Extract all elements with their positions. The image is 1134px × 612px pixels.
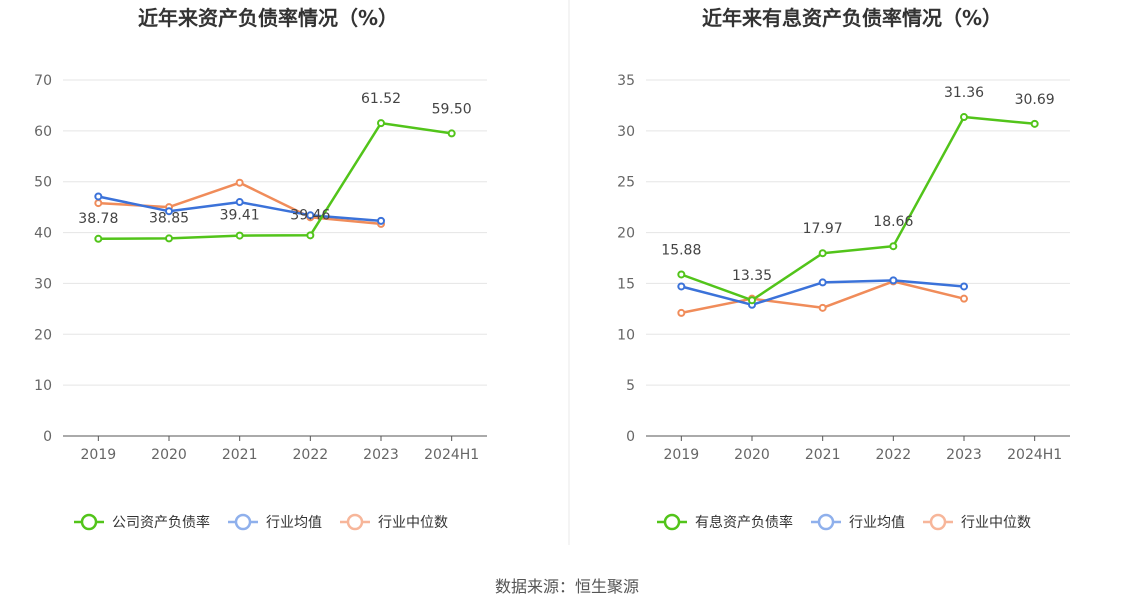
data-point	[94, 199, 103, 208]
y-tick-label: 35	[617, 73, 635, 89]
data-point	[165, 207, 173, 216]
y-tick-label: 5	[626, 378, 635, 394]
legend-item[interactable]: 行业中位数	[923, 513, 1031, 531]
legend-marker	[663, 513, 681, 531]
y-tick-label: 60	[34, 124, 52, 140]
data-point	[94, 234, 103, 243]
legend-item[interactable]: 行业均值	[228, 513, 322, 531]
legend-marker	[80, 513, 98, 531]
legend-label: 行业中位数	[378, 515, 448, 531]
y-tick-label: 0	[43, 429, 52, 445]
y-tick-label: 30	[34, 276, 52, 292]
data-point	[818, 249, 827, 258]
data-point	[818, 278, 827, 287]
x-tick-label: 2019	[664, 447, 700, 463]
chart-panel-2: 近年来有息资产负债率情况（%） 0 5 10 15 20 25 30 35 2019 2020 202…	[617, 6, 1070, 531]
y-tick-label: 70	[34, 73, 52, 89]
data-label: 59.50	[432, 101, 472, 117]
x-tick-label: 2022	[293, 447, 329, 463]
data-point	[889, 242, 898, 251]
legend-marker	[234, 513, 252, 531]
data-point	[748, 296, 756, 305]
legend-marker	[346, 513, 364, 531]
x-tick-label: 2019	[81, 447, 117, 463]
data-point	[447, 129, 456, 138]
x-tick-label: 2023	[363, 447, 399, 463]
data-point	[960, 282, 968, 291]
y-tick-label: 40	[34, 226, 52, 242]
data-point	[165, 234, 173, 243]
data-point	[306, 231, 315, 240]
data-point	[677, 308, 686, 317]
legend-label: 公司资产负债率	[112, 514, 210, 531]
data-point	[377, 119, 385, 128]
data-label: 15.88	[661, 242, 701, 258]
chart-title: 近年来资产负债率情况（%）	[138, 6, 398, 30]
data-label: 13.35	[732, 268, 772, 284]
data-label: 61.52	[361, 91, 401, 107]
y-tick-label: 20	[617, 226, 635, 242]
legend-marker	[817, 513, 835, 531]
series-line-1	[98, 121, 452, 241]
data-point	[960, 113, 968, 122]
y-tick-label: 30	[617, 124, 635, 140]
x-tick-label: 2020	[151, 447, 187, 463]
chart-panel-1: 近年来资产负债率情况（%） 0 10 20 30 40 50 60 70 2019 2020 2021…	[34, 6, 487, 531]
legend-item[interactable]: 行业中位数	[340, 513, 448, 531]
chart-title: 近年来有息资产负债率情况（%）	[702, 6, 1002, 30]
data-point	[1030, 119, 1039, 128]
data-label: 39.46	[290, 207, 330, 223]
x-tick-label: 2020	[734, 447, 770, 463]
data-label: 38.85	[149, 210, 189, 226]
data-label: 17.97	[803, 221, 843, 237]
data-label: 30.69	[1015, 92, 1055, 108]
y-tick-label: 10	[617, 327, 635, 343]
legend-item[interactable]: 行业均值	[811, 513, 905, 531]
x-tick-label: 2021	[805, 447, 841, 463]
y-tick-label: 25	[617, 175, 635, 191]
legend-item[interactable]: 公司资产负债率	[74, 513, 210, 531]
source-note: 数据来源：恒生聚源	[495, 577, 639, 596]
legend-label: 行业中位数	[961, 515, 1031, 531]
data-point	[235, 231, 244, 240]
x-tick-label: 2023	[946, 447, 982, 463]
legend-label: 有息资产负债率	[695, 514, 793, 531]
legend-label: 行业均值	[266, 515, 322, 531]
legend-item[interactable]: 有息资产负债率	[657, 513, 793, 531]
x-tick-label: 2024H1	[424, 447, 479, 463]
data-point	[960, 294, 968, 303]
data-point	[94, 192, 103, 201]
y-tick-label: 10	[34, 378, 52, 394]
legend-label: 行业均值	[849, 515, 905, 531]
data-point	[235, 178, 244, 187]
data-label: 18.66	[873, 214, 913, 230]
data-label: 39.41	[220, 208, 260, 224]
data-point	[235, 198, 244, 207]
data-point	[818, 303, 827, 312]
x-tick-label: 2024H1	[1007, 447, 1062, 463]
series-line-1	[680, 115, 1035, 302]
data-label: 31.36	[944, 85, 984, 101]
data-point	[306, 211, 315, 220]
x-tick-label: 2022	[876, 447, 912, 463]
data-point	[677, 270, 686, 279]
legend-marker	[929, 513, 947, 531]
data-label: 38.78	[78, 211, 118, 227]
y-tick-label: 50	[34, 175, 52, 191]
data-point	[677, 282, 686, 291]
y-tick-label: 20	[34, 327, 52, 343]
x-tick-label: 2021	[222, 447, 258, 463]
y-tick-label: 0	[626, 429, 635, 445]
data-point	[889, 276, 898, 285]
y-tick-label: 15	[617, 276, 635, 292]
data-point	[377, 216, 385, 225]
